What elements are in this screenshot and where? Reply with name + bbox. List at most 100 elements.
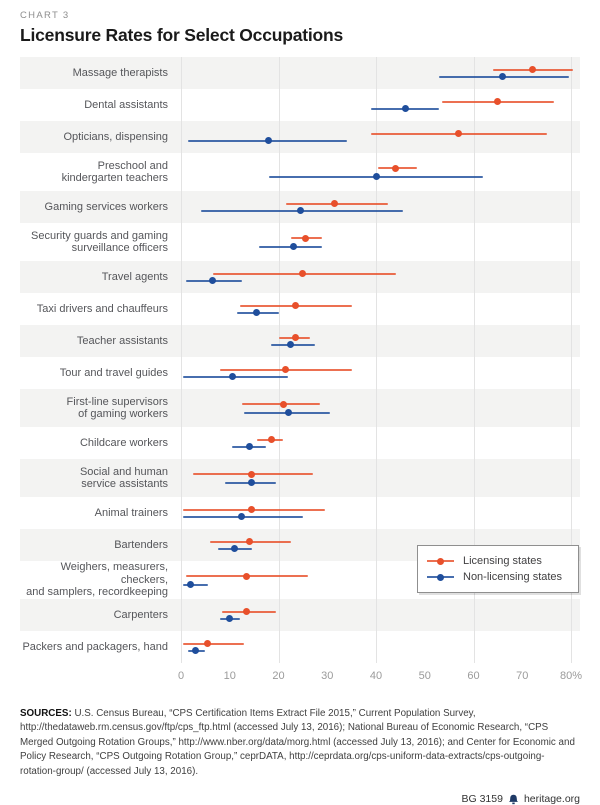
row-plot-area [181,191,580,223]
occupation-label: Bartenders [114,538,168,551]
licensing-dot [279,400,287,408]
licensing-dot [245,538,253,546]
non-licensing-dot [192,647,200,655]
site-link[interactable]: heritage.org [523,793,580,805]
chart-row: Childcare workers [20,427,580,459]
chart-row: Teacher assistants [20,325,580,357]
non-licensing-dot [284,409,292,417]
occupation-label: Preschool and kindergarten teachers [61,159,168,185]
occupation-label: Carpenters [113,608,168,621]
chart-row: Travel agents [20,261,580,293]
non-licensing-dot-icon [437,573,444,581]
chart-row: Carpenters [20,599,580,631]
chart-row: Tour and travel guides [20,357,580,389]
non-licensing-dot [499,73,507,81]
chart-row: Gaming services workers [20,191,580,223]
occupation-label: Social and human service assistants [79,465,168,491]
non-licensing-dot [187,581,195,589]
non-licensing-dot [289,243,297,251]
footer: BG 3159 heritage.org [20,793,581,805]
legend-entry-non-licensing: Non-licensing states [427,569,568,585]
licensing-dot [292,334,300,342]
row-plot-area [181,57,580,89]
row-plot-area [181,529,580,561]
occupation-label: Weighers, measurers, checkers, and sampl… [26,561,168,599]
row-plot-area [181,261,580,293]
sources-note: SOURCES: U.S. Census Bureau, “CPS Certif… [20,707,580,779]
licensing-swatch-icon [427,557,454,565]
occupation-label: Massage therapists [72,66,168,79]
chart-row: First-line supervisors of gaming workers [20,389,580,427]
occupation-label: Childcare workers [79,436,168,449]
x-axis-tick-label: 80% [559,670,583,682]
licensing-dot [282,366,290,374]
licensing-dot [204,640,212,648]
row-plot-area [181,599,580,631]
x-axis-tick-label: 70 [516,670,529,682]
chart-row: Security guards and gaming surveillance … [20,223,580,261]
licensing-dot [392,164,399,172]
legend-entry-licensing: Licensing states [427,553,568,569]
non-licensing-dot [253,309,261,317]
occupation-label: Dental assistants [84,98,168,111]
licensing-dot [331,200,339,208]
x-axis: 0 10 20 30 40 50 60 70 80% [178,668,583,688]
legend-box: Licensing states Non-licensing states [417,545,579,593]
occupation-label: Packers and packagers, hand [22,640,168,653]
licensing-dot-icon [437,557,444,565]
licensing-dot [243,572,251,580]
x-axis-tick-label: 20 [272,670,285,682]
chart-row: Opticians, dispensing [20,121,580,153]
non-licensing-dot [245,443,253,451]
chart-row: Massage therapists [20,57,580,89]
occupation-label: Opticians, dispensing [63,130,168,143]
non-licensing-dot [228,373,236,381]
chart-row: Weighers, measurers, checkers, and sampl… [20,561,580,599]
chart-row: Packers and packagers, hand [20,631,580,663]
dot-plot-chart: Massage therapists Dental assistants Optic… [20,57,583,688]
chart-row: Animal trainers [20,497,580,529]
row-plot-area [181,153,580,191]
row-plot-area [181,427,580,459]
row-plot-area [181,293,580,325]
row-plot-area [181,497,580,529]
non-licensing-dot [231,545,239,553]
licensing-dot [494,98,502,106]
licensing-dot [267,436,275,444]
non-licensing-dot [265,137,273,145]
occupation-label: Travel agents [101,270,168,283]
x-axis-tick-label: 60 [467,670,480,682]
occupation-label: Teacher assistants [76,334,168,347]
licensing-dot [301,234,309,242]
row-plot-area [181,89,580,121]
row-plot-area [181,389,580,427]
row-plot-area [181,459,580,497]
occupation-label: Gaming services workers [44,200,168,213]
row-plot-area [181,325,580,357]
report-id: BG 3159 [461,793,503,805]
licensing-dot [299,270,307,278]
non-licensing-interval-line [183,375,289,378]
licensing-dot [248,506,256,514]
non-licensing-dot [238,513,246,521]
x-axis-tick-label: 40 [369,670,383,682]
non-licensing-swatch-icon [427,573,454,581]
legend-label-licensing: Licensing states [463,555,542,567]
chart-row: Preschool and kindergarten teachers [20,153,580,191]
sources-text: U.S. Census Bureau, “CPS Certification I… [20,708,575,777]
chart-rows: Massage therapists Dental assistants Optic… [20,57,580,663]
non-licensing-dot [401,105,409,113]
row-plot-area [181,561,580,599]
chart-row: Dental assistants [20,89,580,121]
x-axis-tick-label: 10 [223,670,236,682]
heritage-bell-icon [508,794,518,805]
row-plot-area [181,631,580,663]
non-licensing-dot [209,277,217,285]
licensing-dot [528,66,536,74]
row-plot-area [181,357,580,389]
chart-row: Social and human service assistants [20,459,580,497]
occupation-label: First-line supervisors of gaming workers [66,395,168,421]
licensing-dot [243,608,251,616]
chart-kicker: CHART 3 [20,10,70,21]
non-licensing-interval-line [183,583,208,586]
